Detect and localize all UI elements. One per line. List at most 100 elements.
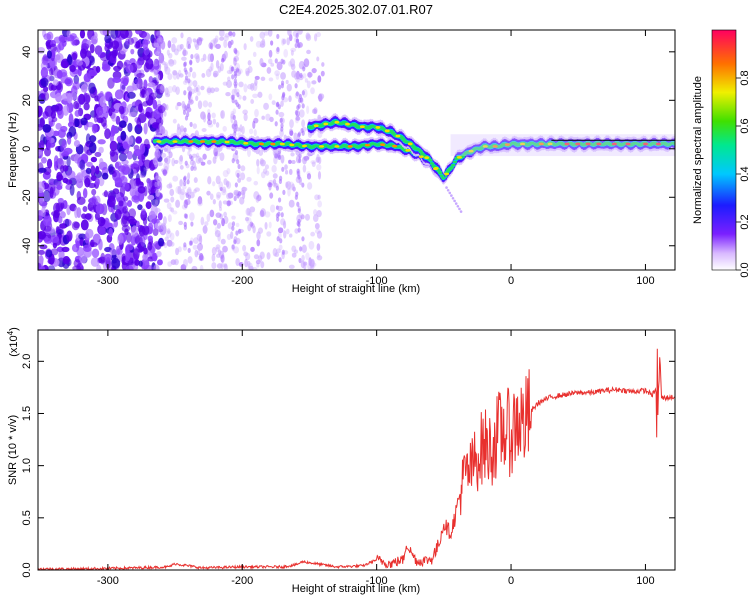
noise-blob [49,43,58,52]
noise-blob [284,169,289,175]
noise-blob [183,175,187,181]
noise-blob [268,179,274,186]
noise-blob [209,210,214,216]
ridge-peak [156,140,162,143]
noise-blob [75,240,80,249]
noise-blob [313,107,318,115]
noise-blob [287,187,291,197]
noise-blob [197,100,203,110]
noise-blob [277,211,281,217]
ridge-branch-mark [428,159,433,162]
ridge-peak [384,129,390,133]
noise-blob [104,44,110,52]
noise-blob [252,120,256,129]
noise-blob [73,139,81,148]
noise-blob [309,258,315,268]
noise-blob [311,80,317,85]
noise-blob [305,252,310,261]
noise-blob [212,70,219,77]
noise-blob [206,119,213,126]
colorbar-gradient [712,30,736,270]
noise-blob [119,49,127,55]
noise-blob [142,39,149,50]
noise-blob [40,77,49,88]
noise-blob [249,206,256,213]
noise-blob [197,196,203,205]
noise-blob [151,179,158,190]
noise-blob [167,214,172,223]
noise-blob [58,34,66,43]
noise-blob [294,42,298,49]
noise-blob [194,249,199,258]
noise-blob [284,164,288,170]
noise-blob [83,92,91,105]
noise-blob [215,43,221,50]
noise-blob [89,43,95,54]
noise-blob [132,248,140,260]
noise-blob [277,197,282,203]
noise-blob [99,96,106,108]
colorbar-tick-label: 0.8 [739,70,750,85]
snr-multiplier-close: ) [8,327,20,331]
noise-blob [280,212,284,218]
noise-blob [155,73,160,83]
noise-blob [235,258,240,267]
spectrogram-y-tick-label: -20 [21,189,33,205]
noise-blob [231,88,238,96]
ridge-peak [407,142,413,146]
noise-blob [181,204,188,210]
noise-blob [38,181,45,194]
noise-blob [223,263,228,269]
noise-blob [200,85,205,91]
noise-blob [301,182,305,188]
snr-y-tick-label: 1.0 [21,458,33,473]
noise-blob [237,103,241,110]
noise-blob [297,132,301,139]
ridge-peak [172,140,178,143]
noise-blob [125,63,134,74]
noise-blob [101,63,111,72]
noise-blob [226,167,231,175]
noise-blob [118,152,128,162]
noise-blob [231,74,235,80]
noise-blob [186,103,191,109]
noise-blob [112,76,122,83]
noise-blob [66,155,71,167]
noise-blob [187,172,191,181]
noise-blob [170,207,175,213]
noise-blob [137,186,146,194]
noise-blob [161,60,166,66]
noise-blob [156,45,162,54]
noise-blob [250,246,255,252]
noise-blob [130,48,135,55]
noise-blob [207,53,213,63]
noise-blob [250,99,255,104]
noise-blob [231,157,235,164]
noise-blob [233,246,240,254]
noise-blob [50,110,57,119]
noise-blob [256,239,261,247]
noise-blob [233,195,237,202]
noise-blob [236,92,240,98]
noise-blob [253,191,260,200]
noise-blob [219,152,225,162]
noise-blob [231,215,236,220]
ridge-peak [347,145,353,148]
noise-blob [295,114,300,119]
noise-blob [109,140,118,152]
noise-blob [91,188,97,196]
noise-blob [307,263,313,270]
noise-blob [189,121,193,128]
noise-blob [46,140,52,150]
noise-blob [115,245,121,256]
noise-blob [264,211,271,218]
noise-blob [252,225,256,234]
noise-blob [62,165,69,172]
noise-blob [195,95,199,101]
noise-blob [179,73,184,78]
noise-blob [220,262,224,270]
noise-blob [183,61,187,67]
ridge-mark [449,166,454,169]
noise-blob [289,119,294,129]
